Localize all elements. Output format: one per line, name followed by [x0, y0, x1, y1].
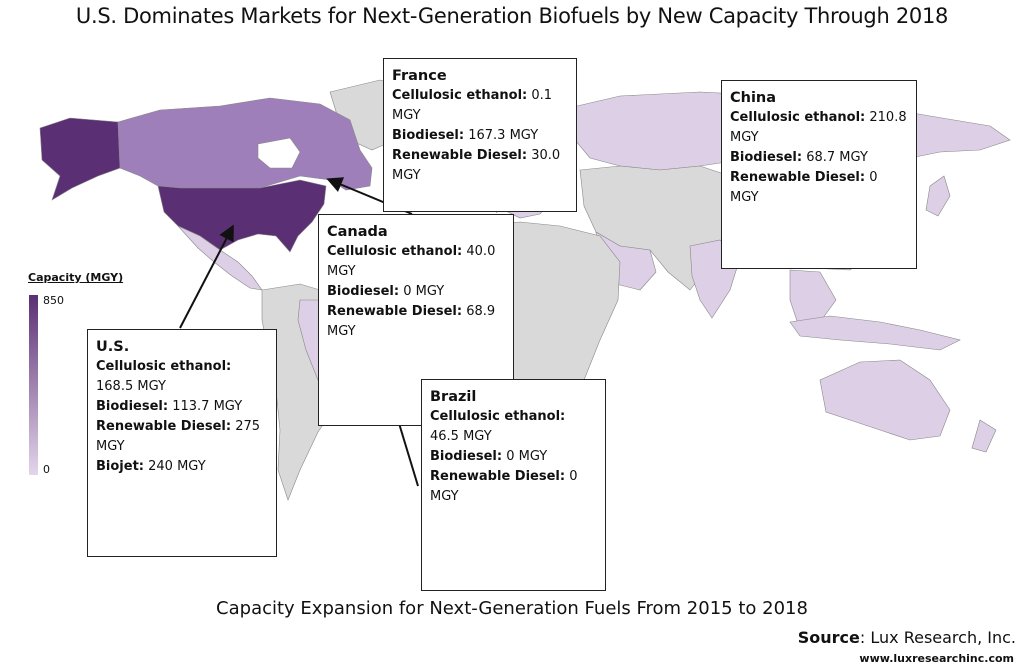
callout-row: Cellulosic ethanol: 168.5 MGY: [96, 359, 232, 394]
callout-row: Cellulosic ethanol: 40.0 MGY: [327, 244, 496, 279]
australia: [819, 359, 951, 441]
usa-region: [157, 179, 327, 253]
callout-row: Biodiesel: 0 MGY: [430, 449, 548, 464]
callout-row: Renewable Diesel: 0 MGY: [430, 469, 578, 504]
callout-row: Renewable Diesel: 0 MGY: [730, 170, 878, 205]
callout-row: Renewable Diesel: 275 MGY: [96, 419, 261, 454]
callout-row: Cellulosic ethanol: 210.8 MGY: [730, 110, 907, 145]
japan: [925, 175, 951, 217]
new-zealand: [971, 419, 997, 453]
hudson-bay: [257, 137, 301, 169]
callout-brazil-name: Brazil: [430, 389, 477, 405]
legend-max-label: 850: [43, 294, 64, 307]
source-text: : Lux Research, Inc.: [859, 628, 1016, 647]
us-pointer-arrow: [179, 224, 234, 329]
callout-row: Biojet: 240 MGY: [96, 459, 206, 474]
callout-row: Biodiesel: 68.7 MGY: [730, 150, 868, 165]
callout-canada-name: Canada: [327, 224, 388, 240]
indonesia: [789, 315, 961, 351]
callout-france: France Cellulosic ethanol: 0.1 MGY Biodi…: [383, 58, 577, 212]
source-label: Source: [797, 628, 860, 647]
brazil-pointer-line: [397, 419, 419, 487]
legend-min-label: 0: [43, 463, 50, 476]
callout-row: Renewable Diesel: 68.9 MGY: [327, 304, 496, 339]
callout-row: Cellulosic ethanol: 0.1 MGY: [392, 88, 553, 123]
alaska: [39, 117, 121, 201]
legend-color-bar: [29, 295, 38, 475]
canada-region: [117, 97, 373, 191]
callout-china-name: China: [730, 90, 777, 106]
callout-row: Biodiesel: 113.7 MGY: [96, 399, 243, 414]
callout-row: Biodiesel: 167.3 MGY: [392, 128, 539, 143]
callout-canada: Canada Cellulosic ethanol: 40.0 MGY Biod…: [318, 214, 514, 426]
callout-row: Cellulosic ethanol: 46.5 MGY: [430, 409, 566, 444]
callout-brazil: Brazil Cellulosic ethanol: 46.5 MGY Biod…: [421, 379, 606, 591]
callout-us: U.S. Cellulosic ethanol: 168.5 MGY Biodi…: [87, 329, 277, 557]
map-title: U.S. Dominates Markets for Next-Generati…: [75, 4, 949, 28]
map-subtitle: Capacity Expansion for Next-Generation F…: [216, 598, 808, 619]
source-credit: Source: Lux Research, Inc.: [798, 628, 1016, 647]
source-url[interactable]: www.luxresearchinc.com: [859, 652, 1014, 665]
legend-title: Capacity (MGY): [28, 271, 124, 284]
callout-us-name: U.S.: [96, 339, 130, 355]
callout-china: China Cellulosic ethanol: 210.8 MGY Biod…: [721, 80, 917, 269]
callout-row: Renewable Diesel: 30.0 MGY: [392, 148, 561, 183]
callout-row: Biodiesel: 0 MGY: [327, 284, 445, 299]
callout-france-name: France: [392, 68, 447, 84]
